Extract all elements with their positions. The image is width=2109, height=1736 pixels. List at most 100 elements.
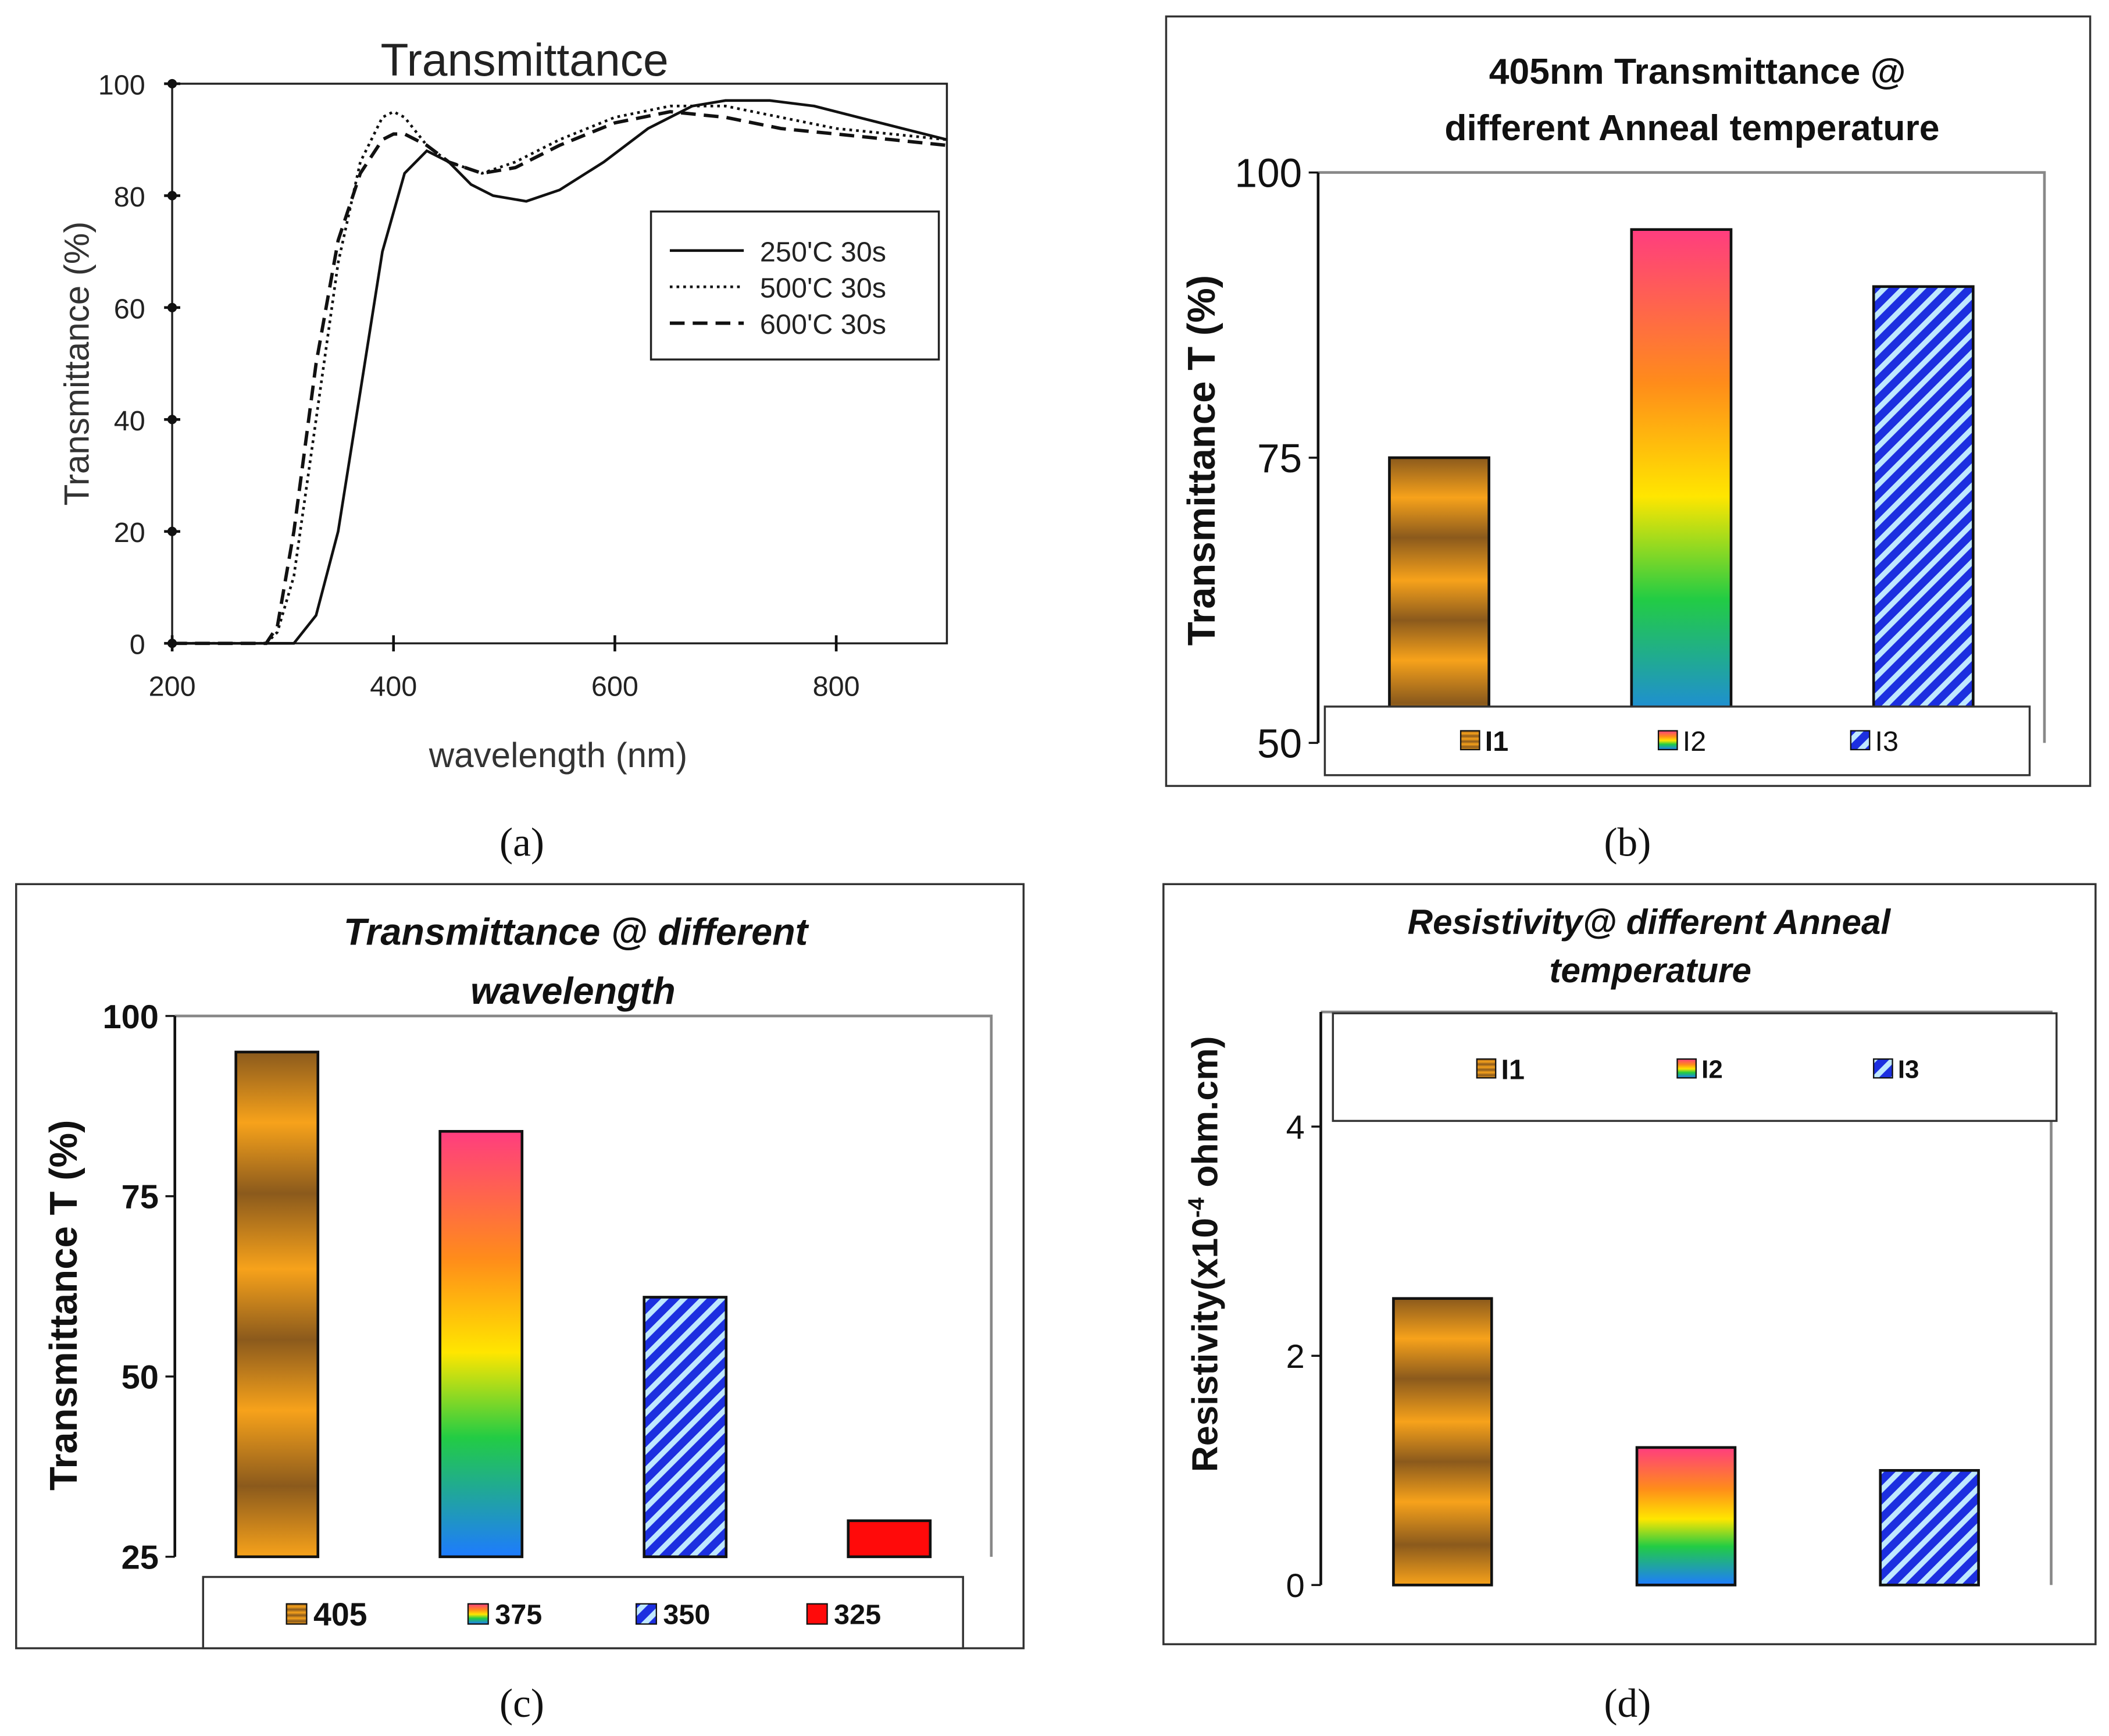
- panel-c-title-line1: Transmittance @ different: [344, 910, 809, 953]
- y-tick-label: 75: [1257, 436, 1302, 481]
- y-tick-label: 40: [114, 405, 145, 437]
- legend-swatch-i3: [1850, 730, 1871, 751]
- legend-label-405: 405: [313, 1596, 367, 1632]
- panel-d-bar-chart: Resistivity@ different Anneal temperatur…: [1162, 883, 2097, 1726]
- panel-a-label: (a): [499, 821, 544, 865]
- panel-b-legend: I1 I2 I3: [1323, 705, 2031, 776]
- panel-d-label: (d): [1604, 1681, 1651, 1726]
- y-tick-label: 100: [98, 69, 145, 101]
- series-line-dashed: [172, 110, 947, 646]
- legend-label-i2: I2: [1683, 726, 1707, 757]
- panel-a-legend: 250'C 30s 500'C 30s 600'C 30s: [650, 210, 940, 361]
- y-tick-dot: [167, 415, 177, 425]
- bar-350: [643, 1296, 728, 1559]
- y-tick-label: 60: [114, 293, 145, 325]
- bar-I3: [1872, 285, 1975, 744]
- panel-c-legend-box: [202, 1575, 964, 1649]
- legend-swatch-i2: [1657, 730, 1678, 751]
- panel-a-y-ticks: 0 20 40 60 80 100: [98, 69, 180, 661]
- panel-a-x-ticks: 200 400 600 800: [149, 635, 860, 702]
- panel-b-border: [1165, 15, 2092, 787]
- y-tick-label: 0: [130, 629, 145, 661]
- panel-b-bars: [1388, 228, 1975, 744]
- panel-c-plot-frame: [174, 1014, 993, 1557]
- panel-d-y-ticks: 0 2 4: [1286, 1109, 1321, 1605]
- panel-a-ylabel: Transmittance (%): [58, 222, 97, 506]
- x-tick-label: 800: [813, 671, 860, 702]
- bar-325: [847, 1519, 932, 1559]
- y-tick-label: 0: [1286, 1567, 1305, 1605]
- legend-swatch-375: [467, 1603, 489, 1625]
- panel-c-title-line2: wavelength: [470, 969, 676, 1012]
- panel-c-legend: 405 375 350 325: [202, 1575, 964, 1649]
- x-tick-label: 200: [149, 671, 196, 702]
- panel-d-title-line1: Resistivity@ different Anneal: [1408, 903, 1892, 942]
- legend-label-d-i1: I1: [1501, 1054, 1525, 1086]
- y-tick-dot: [167, 191, 177, 201]
- bar-375: [438, 1130, 524, 1559]
- panel-a-xlabel: wavelength (nm): [429, 736, 687, 775]
- legend-label-i1: I1: [1485, 726, 1509, 757]
- legend-label-350: 350: [663, 1599, 710, 1630]
- legend-item-250: 250'C 30s: [760, 236, 886, 268]
- panel-c-bars: [234, 1050, 932, 1559]
- panel-d-border: [1162, 883, 2097, 1645]
- panel-b-plot-frame: [1318, 171, 2046, 743]
- legend-swatch-d-i1: [1476, 1058, 1497, 1079]
- legend-item-600: 600'C 30s: [760, 309, 886, 340]
- panel-b-title-line1: 405nm Transmittance @: [1489, 51, 1906, 92]
- legend-swatch-350: [635, 1603, 657, 1625]
- y-tick-label: 50: [122, 1359, 159, 1396]
- y-tick-label: 50: [1257, 721, 1302, 766]
- panel-d-ylabel: Resistivity(x10-4 ohm.cm): [1183, 1036, 1225, 1472]
- panel-d-bars: [1392, 1297, 1980, 1587]
- panel-c-bar-chart: Transmittance @ different wavelength 25 5…: [15, 883, 1025, 1726]
- y-tick-label: 100: [1234, 151, 1302, 196]
- y-tick-label: 4: [1286, 1109, 1305, 1146]
- bar-I2: [1635, 1446, 1737, 1587]
- panel-b-ylabel: Transmittance T (%): [1180, 275, 1223, 646]
- bar-405: [234, 1050, 320, 1559]
- y-tick-dot: [167, 526, 177, 536]
- legend-label-i3: I3: [1875, 726, 1899, 757]
- legend-label-375: 375: [495, 1599, 542, 1630]
- legend-item-500: 500'C 30s: [760, 273, 886, 304]
- panel-d-plot-frame: [1321, 1010, 2053, 1585]
- y-tick-dot: [167, 302, 177, 312]
- legend-swatch-d-i2: [1676, 1058, 1697, 1079]
- bar-I3: [1879, 1469, 1980, 1587]
- legend-label-d-i2: I2: [1701, 1055, 1723, 1083]
- y-tick-label: 100: [102, 999, 158, 1036]
- y-tick-label: 80: [114, 181, 145, 213]
- legend-label-325: 325: [834, 1599, 881, 1630]
- y-tick-dot: [167, 79, 177, 89]
- x-tick-label: 600: [591, 671, 638, 702]
- panel-a-series: [172, 99, 948, 646]
- y-tick-label: 2: [1286, 1338, 1305, 1375]
- panel-c-y-ticks: 25 50 75 100: [102, 999, 175, 1577]
- y-tick-label: 20: [114, 517, 145, 548]
- x-tick-label: 400: [370, 671, 417, 702]
- legend-swatch-325: [806, 1603, 828, 1625]
- legend-label-d-i3: I3: [1898, 1055, 1919, 1083]
- panel-a-title: Transmittance: [381, 34, 669, 85]
- series-line-dotted: [172, 105, 947, 645]
- panel-b-bar-chart: 405nm Transmittance @ different Anneal t…: [1165, 15, 2092, 865]
- bar-I2: [1630, 228, 1733, 744]
- series-line-solid: [172, 99, 948, 645]
- legend-swatch-405: [286, 1603, 308, 1625]
- panel-d-legend: I1 I2 I3: [1332, 1012, 2058, 1122]
- y-tick-label: 75: [122, 1179, 159, 1216]
- panel-c-ylabel: Transmittance T (%): [42, 1120, 85, 1491]
- panel-c-label: (c): [499, 1681, 544, 1726]
- panel-d-title-line2: temperature: [1549, 951, 1751, 990]
- legend-swatch-i1: [1459, 730, 1480, 751]
- panel-a-plot-frame: [171, 83, 948, 644]
- bar-I1: [1388, 456, 1490, 744]
- panel-b-label: (b): [1604, 821, 1651, 865]
- bar-I1: [1392, 1297, 1493, 1587]
- panel-b-title-line2: different Anneal temperature: [1444, 108, 1939, 148]
- panel-b-y-ticks: 50 75 100: [1234, 151, 1318, 766]
